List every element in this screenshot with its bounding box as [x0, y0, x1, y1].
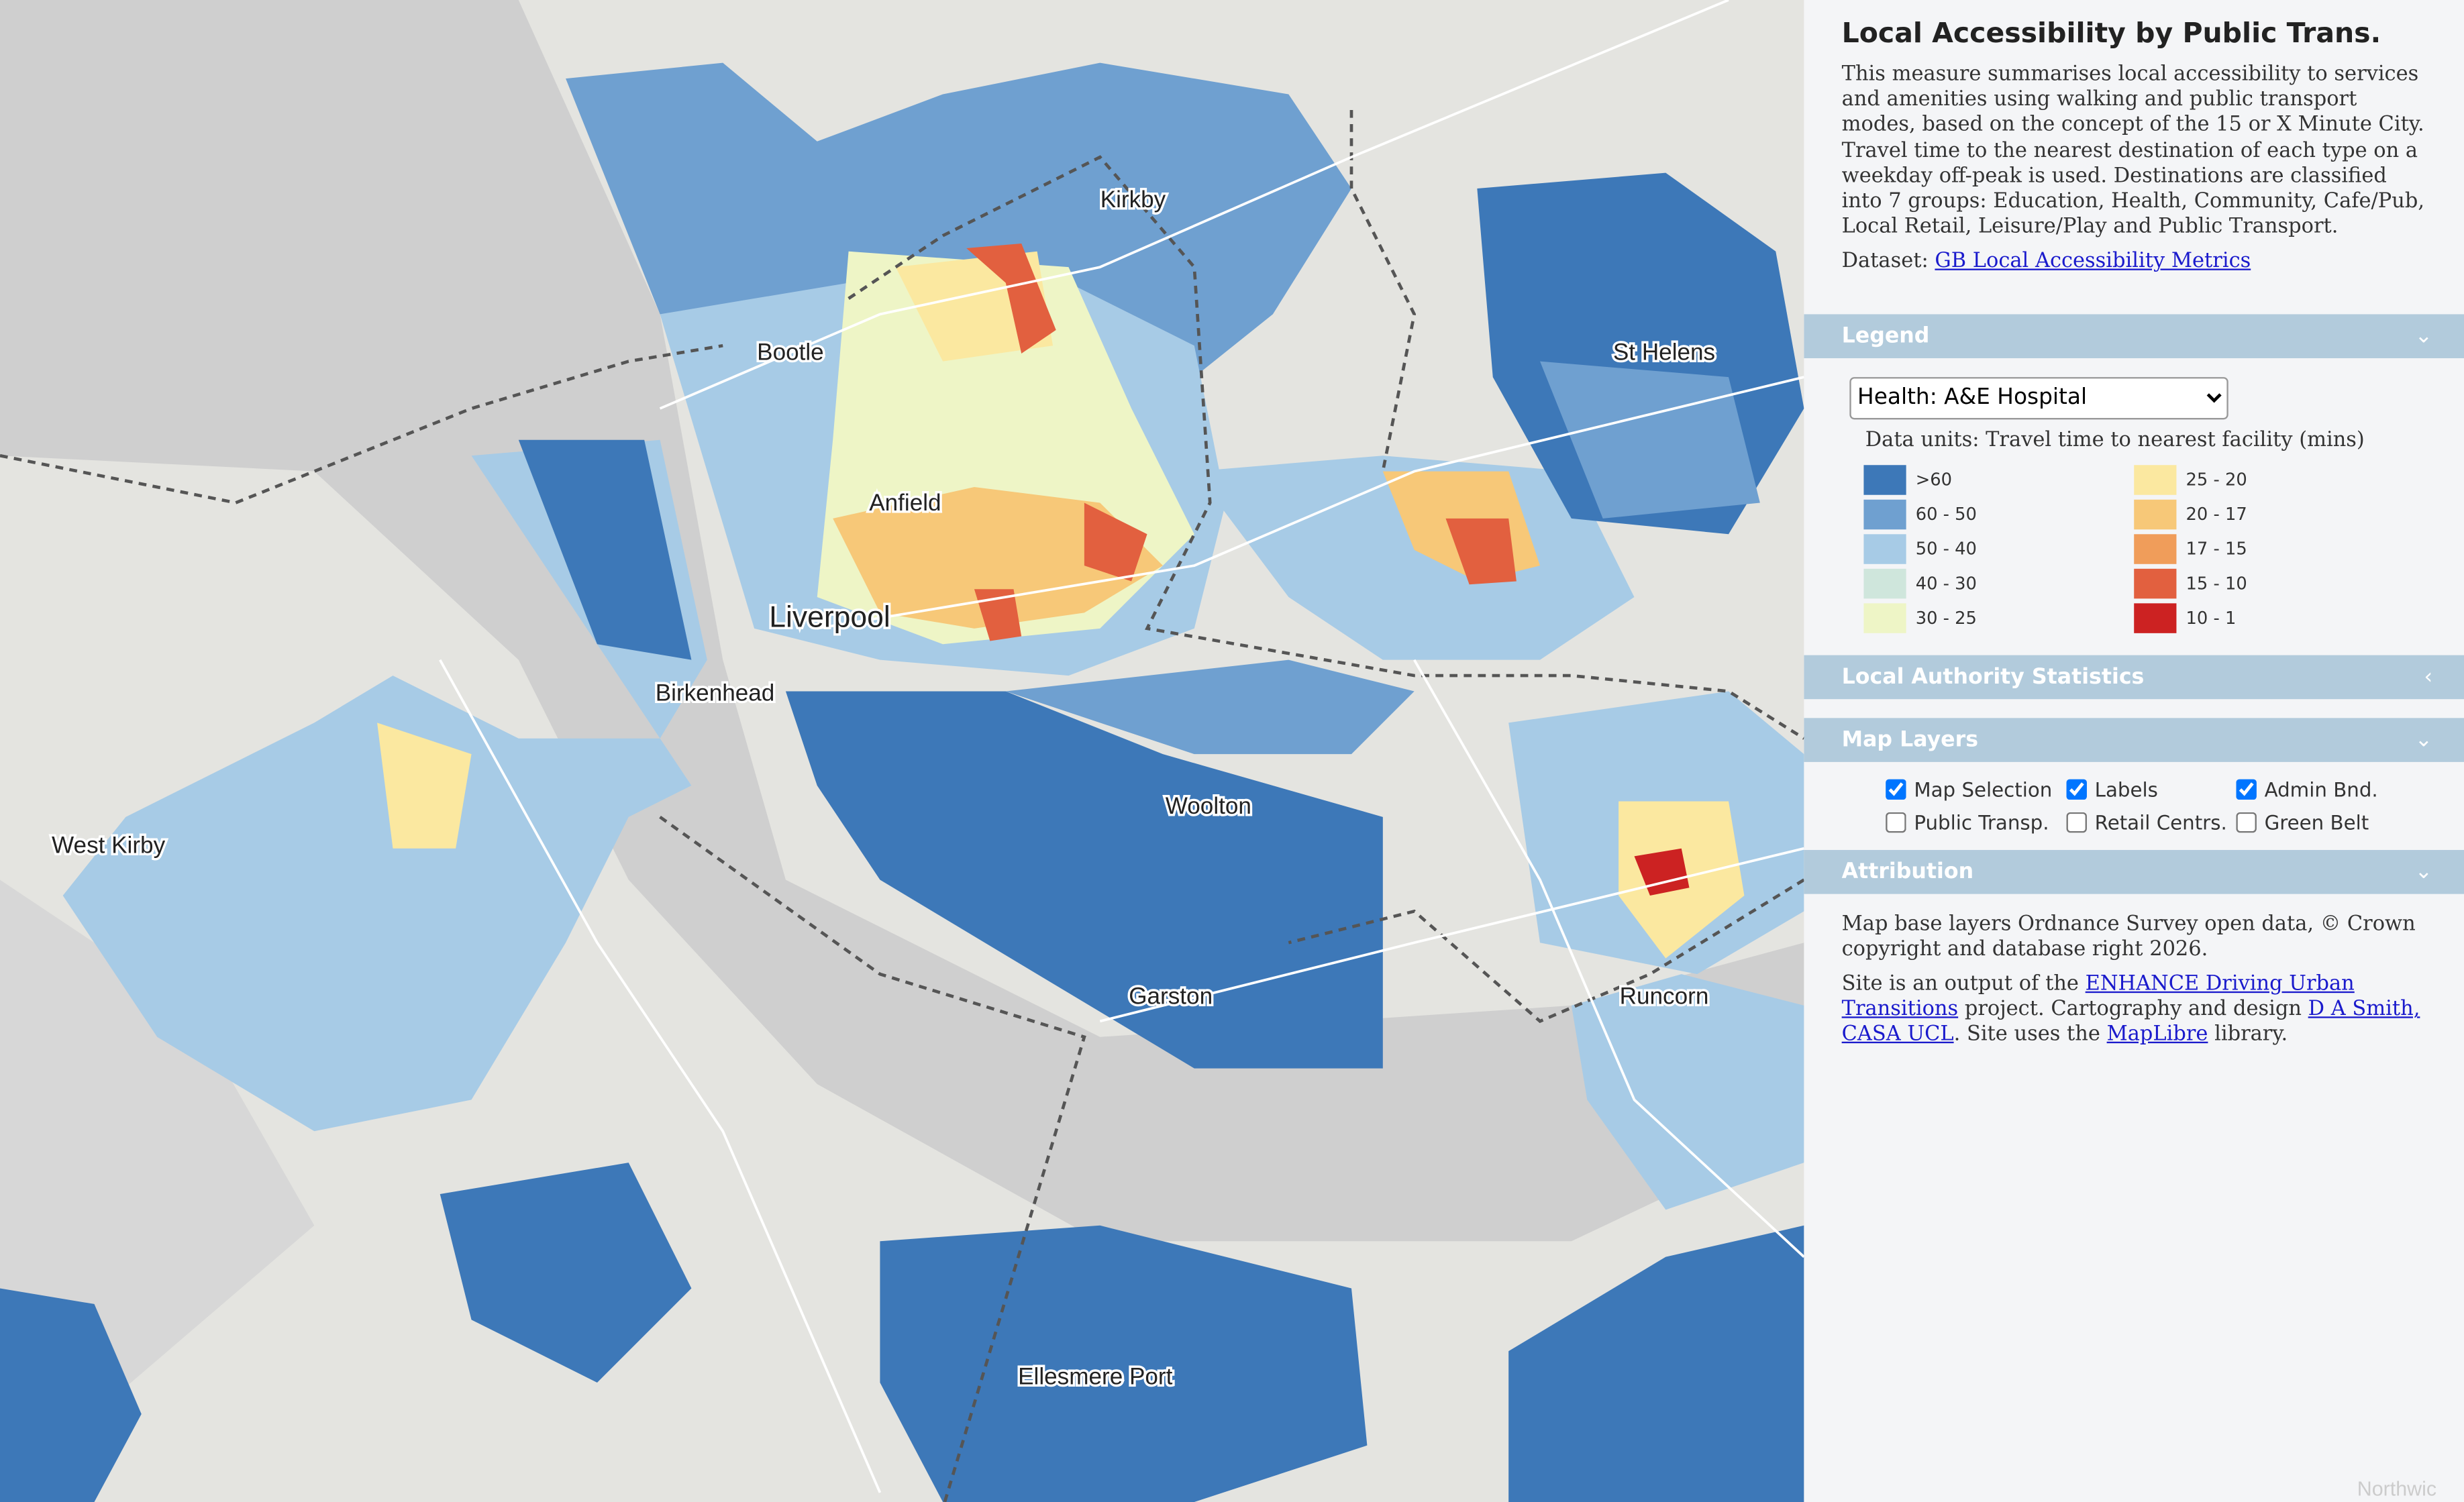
- legend-swatch: [1863, 602, 1906, 633]
- legend-swatch: [1863, 533, 1906, 564]
- place-label: Garston: [1129, 983, 1213, 1010]
- heading: Local Authority Statistics: [1841, 663, 2145, 690]
- layer-option[interactable]: Labels: [2066, 777, 2237, 801]
- legend-item: 25 - 20: [2134, 464, 2404, 494]
- checkbox[interactable]: [2236, 811, 2257, 833]
- dataset-link[interactable]: GB Local Accessibility Metrics: [1935, 250, 2251, 274]
- water: [0, 0, 1804, 1242]
- heading: Map Layers: [1841, 727, 1979, 752]
- map[interactable]: Kirkby Bootle St Helens Anfield Liverpoo…: [0, 0, 1804, 1502]
- text: . Site uses the: [1953, 1023, 2100, 1047]
- legend-label: 40 - 30: [1915, 572, 1977, 594]
- layer-option[interactable]: Admin Bnd.: [2236, 777, 2409, 801]
- legend-label: >60: [1915, 469, 1953, 490]
- sidebar-backdrop: Northwic: [2357, 1478, 2436, 1501]
- link[interactable]: MapLibre: [2106, 1023, 2208, 1047]
- admin-boundaries: [0, 109, 1804, 1502]
- legend-label: 25 - 20: [2186, 469, 2247, 490]
- choropleth: [0, 62, 1804, 1502]
- place-label: Birkenhead: [656, 680, 775, 706]
- layer-label: Admin Bnd.: [2264, 777, 2378, 801]
- checkbox[interactable]: [1886, 778, 1906, 800]
- place-label: Runcorn: [1620, 983, 1709, 1010]
- checkbox[interactable]: [2066, 811, 2087, 833]
- legend-swatch: [1863, 498, 1906, 529]
- text: project. Cartography and design: [1964, 998, 2302, 1022]
- units: Data units: Travel time to nearest facil…: [1865, 428, 2365, 452]
- legend-swatch: [2134, 498, 2177, 529]
- legend-swatch: [2134, 568, 2177, 598]
- place-label: Ellesmere Port: [1018, 1363, 1172, 1389]
- attribution-text: Site is an output of the ENHANCE Driving…: [1842, 973, 2426, 1049]
- legend-label: 50 - 40: [1915, 538, 1977, 559]
- description: This measure summarises local accessibil…: [1841, 62, 2425, 239]
- legend-label: 17 - 15: [2186, 538, 2247, 559]
- heading: Attribution: [1841, 859, 1974, 884]
- checkbox[interactable]: [1886, 811, 1906, 833]
- legend-item: 17 - 15: [2134, 533, 2404, 564]
- layer-label: Labels: [2094, 777, 2158, 801]
- sidebar: Northwic Local Accessibility by Public T…: [1804, 0, 2464, 1502]
- layer-label: Public Transp.: [1914, 810, 2049, 834]
- checkbox[interactable]: [2236, 778, 2257, 800]
- legend: >60 25 - 20 60 - 50 20 - 17 50 - 40 17 - 15 40…: [1863, 464, 2464, 633]
- legend-item: 30 - 25: [1863, 602, 2134, 633]
- layer-option[interactable]: Map Selection: [1886, 777, 2066, 801]
- legend-swatch: [2134, 464, 2177, 494]
- legend-item: 15 - 10: [2134, 568, 2404, 598]
- legend-label: 30 - 25: [1915, 607, 1977, 628]
- attribution-text: Map base layers Ordnance Survey open dat…: [1841, 912, 2416, 961]
- place-label: Anfield: [869, 490, 941, 516]
- legend-swatch: [1863, 464, 1906, 494]
- place-label: Bootle: [757, 339, 824, 365]
- layers-header[interactable]: Map Layers ⌄: [1804, 717, 2464, 762]
- layer-option[interactable]: Retail Centrs.: [2066, 810, 2237, 834]
- legend-swatch: [2134, 533, 2177, 564]
- variable-select[interactable]: Health: A&E Hospital: [1849, 376, 2228, 419]
- legend-item: 20 - 17: [2134, 498, 2404, 529]
- link[interactable]: D A Smith, CASA UCL: [1841, 998, 2420, 1047]
- layer-label: Green Belt: [2264, 810, 2369, 834]
- checkbox[interactable]: [2066, 778, 2087, 800]
- legend-item: 50 - 40: [1863, 533, 2134, 564]
- layer-option[interactable]: Green Belt: [2236, 810, 2409, 834]
- legend-swatch: [2134, 602, 2177, 633]
- place-label: Kirkby: [1100, 186, 1166, 213]
- layer-label: Retail Centrs.: [2094, 810, 2227, 834]
- title: Local Accessibility by Public Trans.: [1841, 19, 2381, 50]
- place-label: St Helens: [1613, 339, 1715, 365]
- text: Site is an output of the: [1841, 972, 2079, 996]
- dataset-label: Dataset:: [1841, 250, 1929, 274]
- layer-option[interactable]: Public Transp.: [1886, 810, 2066, 834]
- legend-label: 60 - 50: [1915, 503, 1977, 525]
- place-label: Northwic: [2357, 1478, 2436, 1501]
- roads: [439, 0, 1804, 1493]
- legend-item: 40 - 30: [1863, 568, 2134, 598]
- link[interactable]: ENHANCE Driving Urban Transitions: [1841, 972, 2355, 1022]
- layer-label: Map Selection: [1914, 777, 2053, 801]
- text: library.: [2214, 1023, 2288, 1047]
- stats-header[interactable]: Local Authority Statistics ‹: [1804, 654, 2464, 699]
- legend-item: 60 - 50: [1863, 498, 2134, 529]
- legend-item: >60: [1863, 464, 2134, 494]
- place-label: Woolton: [1166, 793, 1251, 819]
- legend-label: 20 - 17: [2186, 503, 2247, 525]
- water: [0, 879, 315, 1414]
- legend-label: 15 - 10: [2186, 572, 2247, 594]
- legend-item: 10 - 1: [2134, 602, 2404, 633]
- attribution-header[interactable]: Attribution ⌄: [1804, 849, 2464, 894]
- heading: Legend: [1841, 323, 1930, 349]
- place-label: Liverpool: [769, 600, 890, 633]
- place-label: West Kirby: [52, 833, 166, 859]
- legend-header[interactable]: Legend ⌄: [1804, 313, 2464, 358]
- layers: Map Selection Labels Admin Bnd. Public Tran…: [1886, 777, 2464, 834]
- legend-label: 10 - 1: [2186, 607, 2237, 628]
- legend-swatch: [1863, 568, 1906, 598]
